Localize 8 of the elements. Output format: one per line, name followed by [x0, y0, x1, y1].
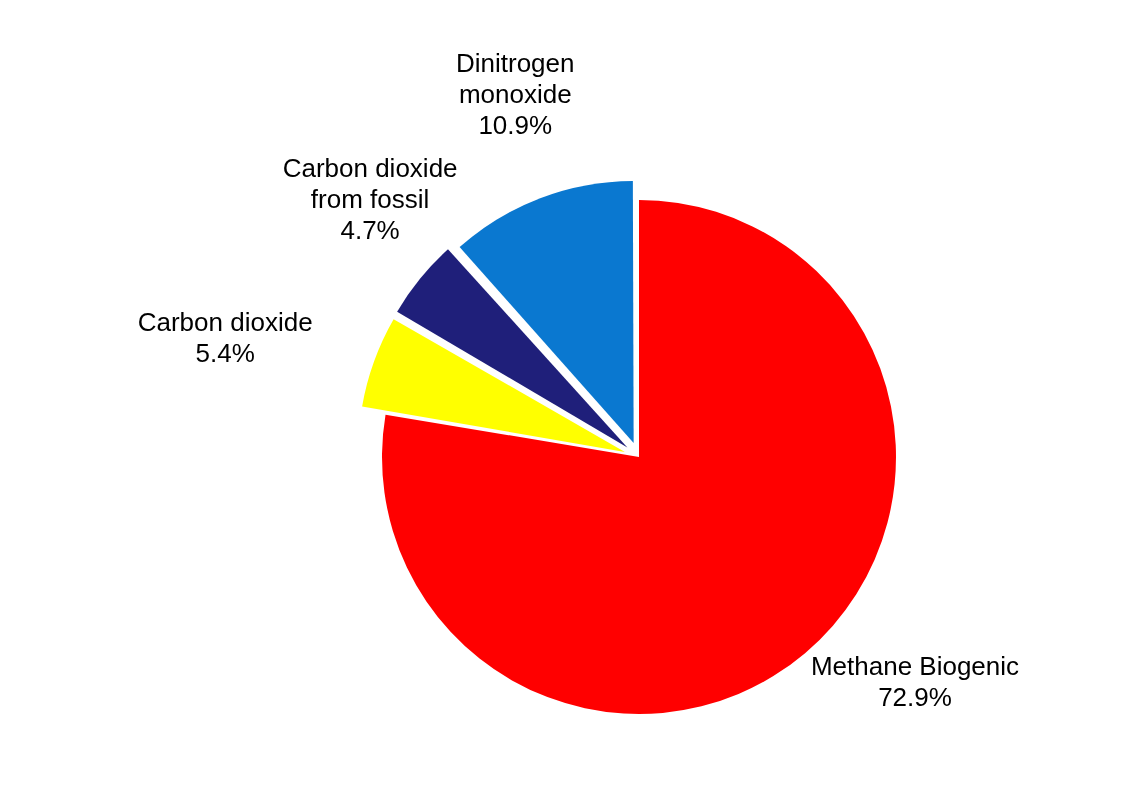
slice-label: Methane Biogenic — [810, 651, 1020, 682]
data-label: 4.7% — [340, 215, 400, 246]
data-label: 5.4% — [195, 337, 255, 368]
slice-label: Carbon dioxide — [137, 306, 313, 337]
data-label: 10.9% — [478, 110, 553, 141]
slice-label: Dinitrogen monoxide — [455, 48, 575, 110]
slice-label: Carbon dioxide from fossil — [282, 153, 458, 215]
data-label: 72.9% — [878, 682, 952, 713]
